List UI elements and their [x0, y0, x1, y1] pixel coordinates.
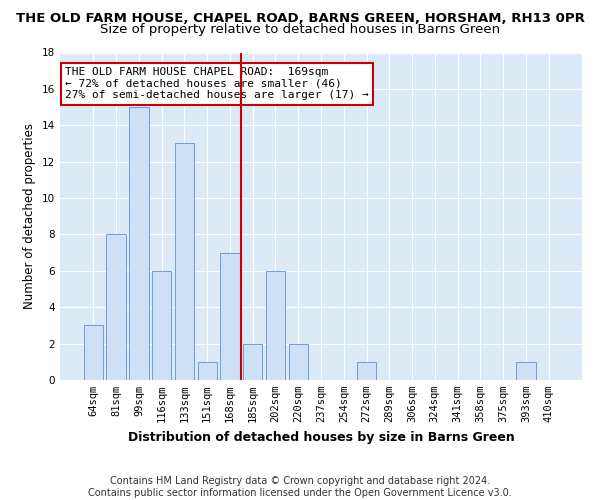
Bar — [197, 362, 217, 380]
Bar — [243, 344, 262, 380]
Text: Contains HM Land Registry data © Crown copyright and database right 2024.
Contai: Contains HM Land Registry data © Crown c… — [88, 476, 512, 498]
Bar — [289, 344, 308, 380]
Bar — [129, 107, 149, 380]
Bar — [175, 144, 194, 380]
Text: THE OLD FARM HOUSE, CHAPEL ROAD, BARNS GREEN, HORSHAM, RH13 0PR: THE OLD FARM HOUSE, CHAPEL ROAD, BARNS G… — [16, 12, 584, 26]
Bar — [220, 252, 239, 380]
Bar — [84, 326, 103, 380]
Y-axis label: Number of detached properties: Number of detached properties — [23, 123, 37, 309]
X-axis label: Distribution of detached houses by size in Barns Green: Distribution of detached houses by size … — [128, 430, 514, 444]
Bar — [266, 271, 285, 380]
Bar — [516, 362, 536, 380]
Bar — [106, 234, 126, 380]
Text: THE OLD FARM HOUSE CHAPEL ROAD:  169sqm
← 72% of detached houses are smaller (46: THE OLD FARM HOUSE CHAPEL ROAD: 169sqm ←… — [65, 67, 369, 100]
Bar — [357, 362, 376, 380]
Bar — [152, 271, 172, 380]
Text: Size of property relative to detached houses in Barns Green: Size of property relative to detached ho… — [100, 23, 500, 36]
